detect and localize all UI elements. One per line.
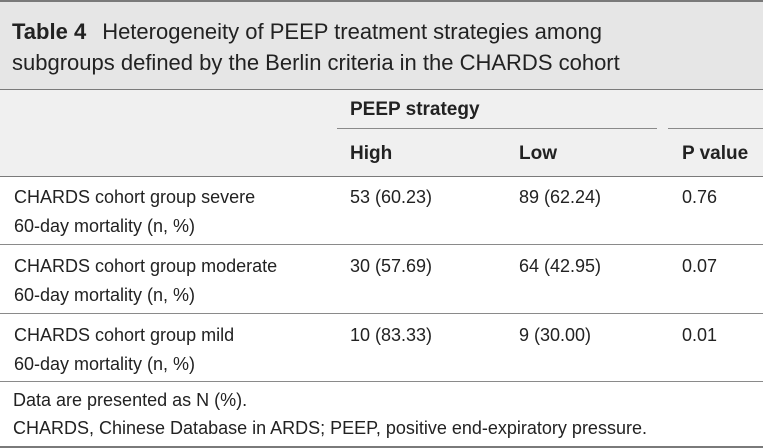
row-label-line2: 60-day mortality (n, %) [14,285,196,305]
column-header-p-value: P value [682,143,749,164]
row-label-line1: CHARDS cohort group severe [14,187,256,207]
table-label: Table 4 [12,19,87,44]
table-row: CHARDS cohort group mild 60-day mortalit… [0,314,763,382]
row-label-line2: 60-day mortality (n, %) [14,354,196,374]
cell-low: 89 (62.24) [519,187,602,207]
table-footnote: Data are presented as N (%). CHARDS, Chi… [0,382,763,448]
table-title-line1: Heterogeneity of PEEP treatment strategi… [102,19,602,44]
row-label-line2: 60-day mortality (n, %) [14,216,196,236]
cell-high: 30 (57.69) [350,256,433,276]
cell-low: 9 (30.00) [519,325,592,345]
footnote-line: Data are presented as N (%). [13,390,248,410]
table-row: CHARDS cohort group moderate 60-day mort… [0,245,763,314]
cell-p-value: 0.07 [682,256,718,276]
cell-p-value: 0.01 [682,325,718,345]
row-label-line1: CHARDS cohort group moderate [14,256,278,276]
column-header-high: High [350,143,393,164]
group-header-rule [337,128,657,129]
cell-high: 10 (83.33) [350,325,433,345]
table-header: PEEP strategy High Low P value [0,90,763,177]
cell-low: 64 (42.95) [519,256,602,276]
cell-p-value: 0.76 [682,187,718,207]
table-row: CHARDS cohort group severe 60-day mortal… [0,177,763,245]
footnote-line: CHARDS, Chinese Database in ARDS; PEEP, … [13,418,647,438]
table-caption: Table 4 Heterogeneity of PEEP treatment s… [0,0,763,90]
column-header-low: Low [519,143,557,164]
table-title-line2: subgroups defined by the Berlin criteria… [12,50,620,75]
group-header-peep-strategy: PEEP strategy [350,99,480,120]
pvalue-header-rule [668,128,763,129]
row-label-line1: CHARDS cohort group mild [14,325,235,345]
cell-high: 53 (60.23) [350,187,433,207]
